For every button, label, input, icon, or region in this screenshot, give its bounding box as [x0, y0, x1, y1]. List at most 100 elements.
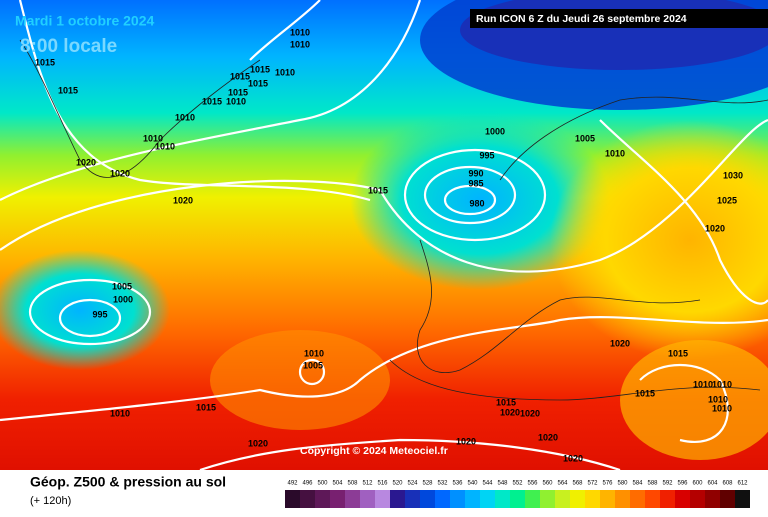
isobar-label: 1000: [485, 126, 505, 136]
copyright: Copyright © 2024 Meteociel.fr: [300, 445, 448, 457]
isobar-label: 1015: [635, 388, 655, 398]
scale-label: 512: [362, 481, 373, 487]
forecast-date: Mardi 1 octobre 2024: [15, 13, 154, 29]
scale-swatch: [720, 490, 735, 508]
footer-title: Géop. Z500 & pression au sol: [30, 474, 226, 490]
scale-label: 536: [452, 481, 463, 487]
isobar-label: 1015: [248, 78, 268, 88]
isobar-label: 1020: [520, 408, 540, 418]
run-info: Run ICON 6 Z du Jeudi 26 septembre 2024: [476, 13, 687, 25]
isobar-label: 1005: [112, 281, 132, 291]
isobar-label: 1020: [110, 168, 130, 178]
isobar-label: 1010: [605, 148, 625, 158]
isobar-label: 995: [479, 150, 494, 160]
scale-swatch: [735, 490, 750, 508]
scale-label: 508: [347, 481, 358, 487]
scale-swatch: [300, 490, 315, 508]
scale-label: 532: [437, 481, 448, 487]
isobar-label: 1015: [230, 71, 250, 81]
scale-label: 504: [332, 481, 343, 487]
isobar-label: 1005: [303, 360, 323, 370]
scale-swatch: [480, 490, 495, 508]
isobar-label: 1010: [275, 67, 295, 77]
scale-swatch: [510, 490, 525, 508]
scale-label: 540: [467, 481, 478, 487]
isobar-label: 1010: [693, 379, 713, 389]
isobar-label: 1015: [368, 185, 388, 195]
run-banner: [470, 9, 768, 28]
scale-swatch: [555, 490, 570, 508]
isobar-label: 990: [468, 168, 483, 178]
isobar-label: 1010: [304, 348, 324, 358]
scale-swatch: [585, 490, 600, 508]
isobar-label: 1020: [563, 453, 583, 463]
isobar-label: 985: [468, 178, 483, 188]
scale-swatch: [345, 490, 360, 508]
isobar-label: 1015: [196, 402, 216, 412]
scale-label: 556: [527, 481, 538, 487]
isobar-label: 1020: [610, 338, 630, 348]
scale-swatch: [615, 490, 630, 508]
scale-swatch: [540, 490, 555, 508]
scale-label: 500: [317, 481, 328, 487]
isobar-label: 1000: [113, 294, 133, 304]
scale-label: 588: [647, 481, 658, 487]
isobar-label: 1010: [290, 39, 310, 49]
isobar-label: 1030: [723, 170, 743, 180]
scale-swatch: [420, 490, 435, 508]
scale-swatch: [330, 490, 345, 508]
scale-swatch: [495, 490, 510, 508]
isobar-label: 1010: [143, 133, 163, 143]
isobar-label: 995: [92, 309, 107, 319]
scale-label: 604: [707, 481, 718, 487]
scale-swatch: [315, 490, 330, 508]
scale-swatch: [435, 490, 450, 508]
scale-swatch: [690, 490, 705, 508]
isobar-label: 1015: [58, 85, 78, 95]
scale-label: 492: [287, 481, 298, 487]
isobar-label: 1010: [110, 408, 130, 418]
isobar-label: 1010: [708, 394, 728, 404]
scale-swatch: [360, 490, 375, 508]
scale-label: 600: [692, 481, 703, 487]
isobar-label: 1020: [456, 436, 476, 446]
scale-swatch: [450, 490, 465, 508]
map-background: [0, 0, 768, 470]
scale-swatch: [675, 490, 690, 508]
scale-label: 552: [512, 481, 523, 487]
scale-label: 564: [557, 481, 568, 487]
scale-label: 548: [497, 481, 508, 487]
isobar-label: 1010: [155, 141, 175, 151]
isobar-label: 980: [469, 198, 484, 208]
isobar-label: 1020: [248, 438, 268, 448]
scale-swatch: [660, 490, 675, 508]
isobar-label: 1020: [538, 432, 558, 442]
scale-swatch: [525, 490, 540, 508]
isobar-label: 1015: [228, 87, 248, 97]
isobar-label: 1015: [496, 397, 516, 407]
isobar-label: 1015: [668, 348, 688, 358]
scale-swatch: [630, 490, 645, 508]
scale-swatch: [600, 490, 615, 508]
scale-label: 496: [302, 481, 313, 487]
scale-swatch: [570, 490, 585, 508]
isobar-label: 1020: [705, 223, 725, 233]
scale-swatch: [405, 490, 420, 508]
isobar-label: 1010: [226, 96, 246, 106]
scale-label: 560: [542, 481, 553, 487]
scale-swatch: [645, 490, 660, 508]
scale-label: 528: [422, 481, 433, 487]
coastlines: [19, 39, 768, 401]
isobar-label: 1015: [35, 57, 55, 67]
isobar-label: 1010: [712, 403, 732, 413]
isobar-label: 1015: [202, 96, 222, 106]
scale-label: 580: [617, 481, 628, 487]
scale-label: 608: [722, 481, 733, 487]
scale-swatch: [705, 490, 720, 508]
isobar-label: 1020: [500, 407, 520, 417]
isobar-label: 1025: [717, 195, 737, 205]
isobar-label: 1015: [250, 64, 270, 74]
scale-swatch: [465, 490, 480, 508]
scale-label: 596: [677, 481, 688, 487]
